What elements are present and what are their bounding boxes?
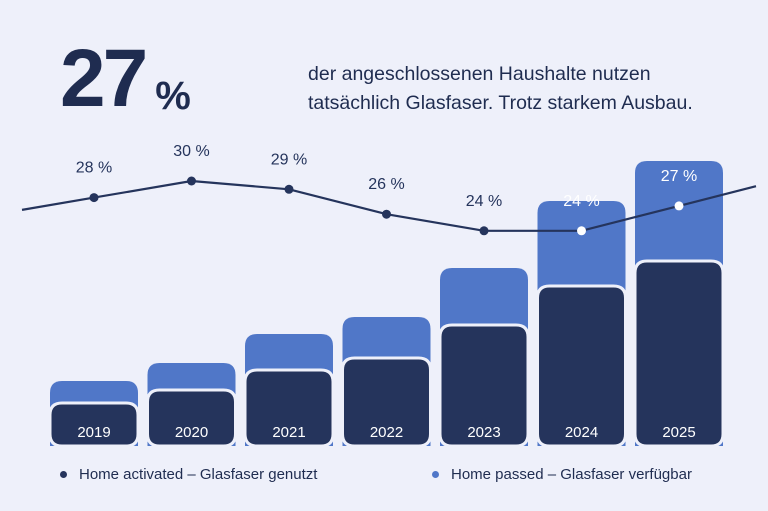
headline: 27 % bbox=[60, 38, 191, 120]
rate-point-2020 bbox=[187, 176, 196, 186]
category-label-2021: 2021 bbox=[272, 424, 305, 441]
legend-label-activated: Home activated – Glasfaser genutzt bbox=[79, 466, 318, 483]
category-label-2020: 2020 bbox=[175, 424, 208, 441]
legend-item-passed: Home passed – Glasfaser verfügbar bbox=[432, 466, 692, 483]
rate-point-2025 bbox=[674, 201, 684, 211]
bar-activated-2024 bbox=[536, 284, 627, 448]
headline-number: 27 bbox=[60, 33, 148, 124]
rate-point-2024 bbox=[577, 226, 586, 236]
rate-label-2020: 30 % bbox=[173, 143, 209, 160]
rate-label-2024: 24 % bbox=[563, 193, 599, 210]
bar-activated-2023 bbox=[438, 323, 530, 448]
rate-label-2025: 27 % bbox=[661, 168, 697, 185]
category-label-2019: 2019 bbox=[77, 424, 110, 441]
headline-unit: % bbox=[155, 74, 191, 118]
legend-dot-passed bbox=[432, 471, 439, 478]
bar-activated-2022 bbox=[341, 356, 432, 448]
rate-label-2022: 26 % bbox=[368, 176, 404, 193]
rate-point-2023 bbox=[479, 226, 489, 236]
category-label-2024: 2024 bbox=[565, 424, 598, 441]
legend-item-activated: Home activated – Glasfaser genutzt bbox=[60, 466, 317, 483]
category-label-2025: 2025 bbox=[662, 424, 695, 441]
bar-activated-2025 bbox=[633, 259, 725, 448]
category-label-2022: 2022 bbox=[370, 424, 403, 441]
rate-label-2019: 28 % bbox=[76, 160, 112, 177]
bar-activated-2021 bbox=[243, 368, 335, 448]
legend-dot-activated bbox=[60, 471, 67, 478]
rate-point-2022 bbox=[382, 209, 391, 219]
rate-label-2021: 29 % bbox=[271, 151, 307, 168]
category-label-2023: 2023 bbox=[467, 424, 500, 441]
bar-activated-2020 bbox=[146, 388, 237, 448]
rate-point-2019 bbox=[89, 193, 99, 203]
bar-activated-2019 bbox=[48, 401, 140, 448]
legend-label-passed: Home passed – Glasfaser verfügbar bbox=[451, 466, 692, 483]
headline-text: der angeschlossenen Haushalte nutzen tat… bbox=[308, 63, 693, 114]
rate-label-2023: 24 % bbox=[466, 193, 502, 210]
rate-point-2021 bbox=[284, 184, 294, 194]
